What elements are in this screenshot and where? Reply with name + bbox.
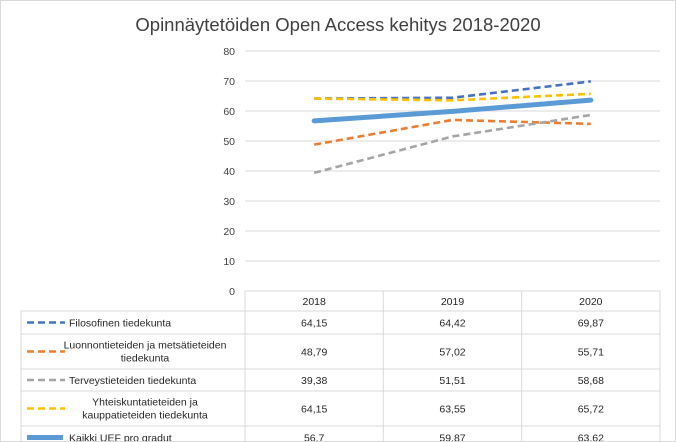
chart-text: 0 10 20 30 40 50 60 70 80 2018 2019 2020 Filosofinen… [64, 46, 605, 441]
y-tick-label: 80 [223, 46, 235, 58]
y-tick-label: 0 [229, 286, 235, 298]
x-category-label: 2019 [441, 296, 465, 308]
table-row-label: Terveystieteiden tiedekunta [69, 375, 196, 387]
gridlines [245, 50, 660, 292]
table-value: 58,68 [578, 375, 604, 387]
table-value: 48,79 [301, 347, 327, 359]
y-tick-label: 10 [223, 256, 235, 268]
table-row-label: kauppatieteiden tiedekunta [82, 410, 208, 422]
table-value: 65,72 [578, 404, 604, 416]
data-table [20, 291, 661, 441]
y-tick-label: 30 [223, 196, 235, 208]
y-tick-label: 50 [223, 136, 235, 148]
table-value: 64,15 [301, 404, 327, 416]
y-tick-label: 20 [223, 226, 235, 238]
table-value: 63,55 [439, 404, 465, 416]
y-tick-label: 60 [223, 106, 235, 118]
table-value: 55,71 [578, 347, 604, 359]
series-line [311, 97, 594, 124]
table-value: 57,02 [439, 347, 465, 359]
table-value: 59,87 [439, 433, 465, 442]
x-category-label: 2018 [302, 296, 326, 308]
table-value: 56,7 [304, 433, 325, 442]
series-line [314, 92, 591, 102]
table-row-label: tiedekunta [121, 353, 170, 365]
y-tick-label: 40 [223, 166, 235, 178]
series-lines [311, 80, 594, 175]
x-category-label: 2020 [579, 296, 603, 308]
table-row-label: Kaikki UEF pro gradut [69, 433, 172, 442]
table-row-label: Filosofinen tiedekunta [69, 318, 171, 330]
series-line [313, 113, 592, 175]
chart-title: Opinnäytetöiden Open Access kehitys 2018… [135, 14, 540, 35]
table-value: 64,15 [301, 318, 327, 330]
y-tick-label: 70 [223, 76, 235, 88]
table-row-label: Luonnontieteiden ja metsätieteiden [64, 340, 227, 352]
table-value: 64,42 [439, 318, 465, 330]
table-row-label: Yhteiskuntatieteiden ja [92, 397, 198, 409]
table-value: 69,87 [578, 318, 604, 330]
table-value: 51,51 [439, 375, 465, 387]
table-value: 63,62 [578, 433, 604, 442]
table-value: 39,38 [301, 375, 327, 387]
